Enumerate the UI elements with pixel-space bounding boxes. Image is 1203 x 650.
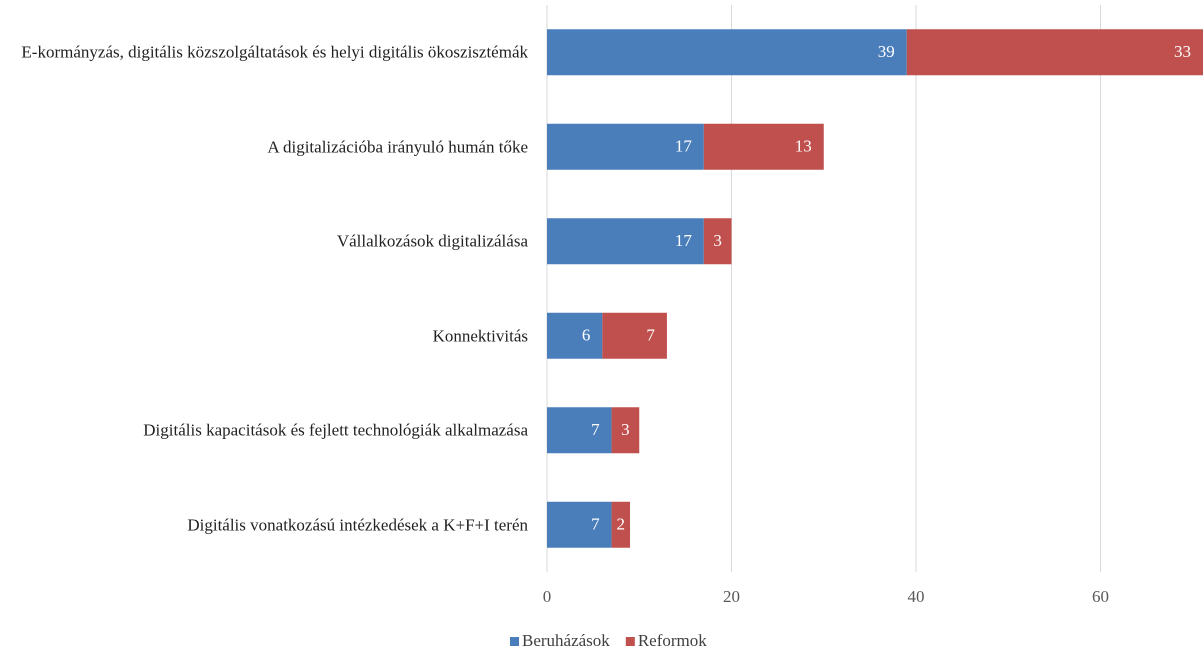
bar-segment (602, 312, 667, 359)
data-label: 17 (675, 231, 693, 250)
legend-swatch (625, 637, 635, 646)
y-tick-label: E-kormányzás, digitális közszolgáltatáso… (21, 42, 528, 62)
data-label: 17 (675, 137, 693, 156)
y-tick-label: Vállalkozások digitalizálása (336, 231, 528, 251)
y-tick-label: Konnektivitás (432, 326, 528, 346)
bar-segment (547, 29, 907, 76)
bar-segment (906, 29, 1203, 76)
y-tick-label: Digitális vonatkozású intézkedések a K+F… (187, 515, 528, 535)
data-label: 39 (878, 42, 895, 61)
bar-segment (547, 407, 612, 454)
data-label: 7 (591, 515, 600, 534)
bar-segment (547, 501, 612, 548)
data-label: 33 (1174, 42, 1191, 61)
legend-label: Beruházások (522, 631, 610, 650)
x-tick-label: 40 (908, 587, 925, 606)
legend-swatch (510, 637, 519, 646)
data-label: 3 (621, 420, 630, 439)
bar-segment (611, 407, 640, 454)
y-tick-label: Digitális kapacitások és fejlett technol… (143, 420, 528, 440)
bar-segment (547, 312, 603, 359)
bar-segment (703, 123, 824, 170)
legend-label: Reformok (638, 631, 707, 650)
y-tick-label: A digitalizációba irányuló humán tőke (267, 137, 528, 157)
data-label: 7 (646, 326, 655, 345)
x-tick-label: 0 (543, 587, 552, 606)
bar-segment (547, 218, 704, 265)
data-label: 2 (617, 515, 626, 534)
bar-segment (703, 218, 732, 265)
bar-segment (611, 501, 631, 548)
x-tick-label: 60 (1092, 587, 1109, 606)
bar-segment (547, 123, 704, 170)
data-label: 13 (795, 137, 812, 156)
data-label: 3 (713, 231, 722, 250)
x-tick-label: 20 (723, 587, 740, 606)
data-label: 6 (582, 326, 591, 345)
data-label: 7 (591, 420, 600, 439)
